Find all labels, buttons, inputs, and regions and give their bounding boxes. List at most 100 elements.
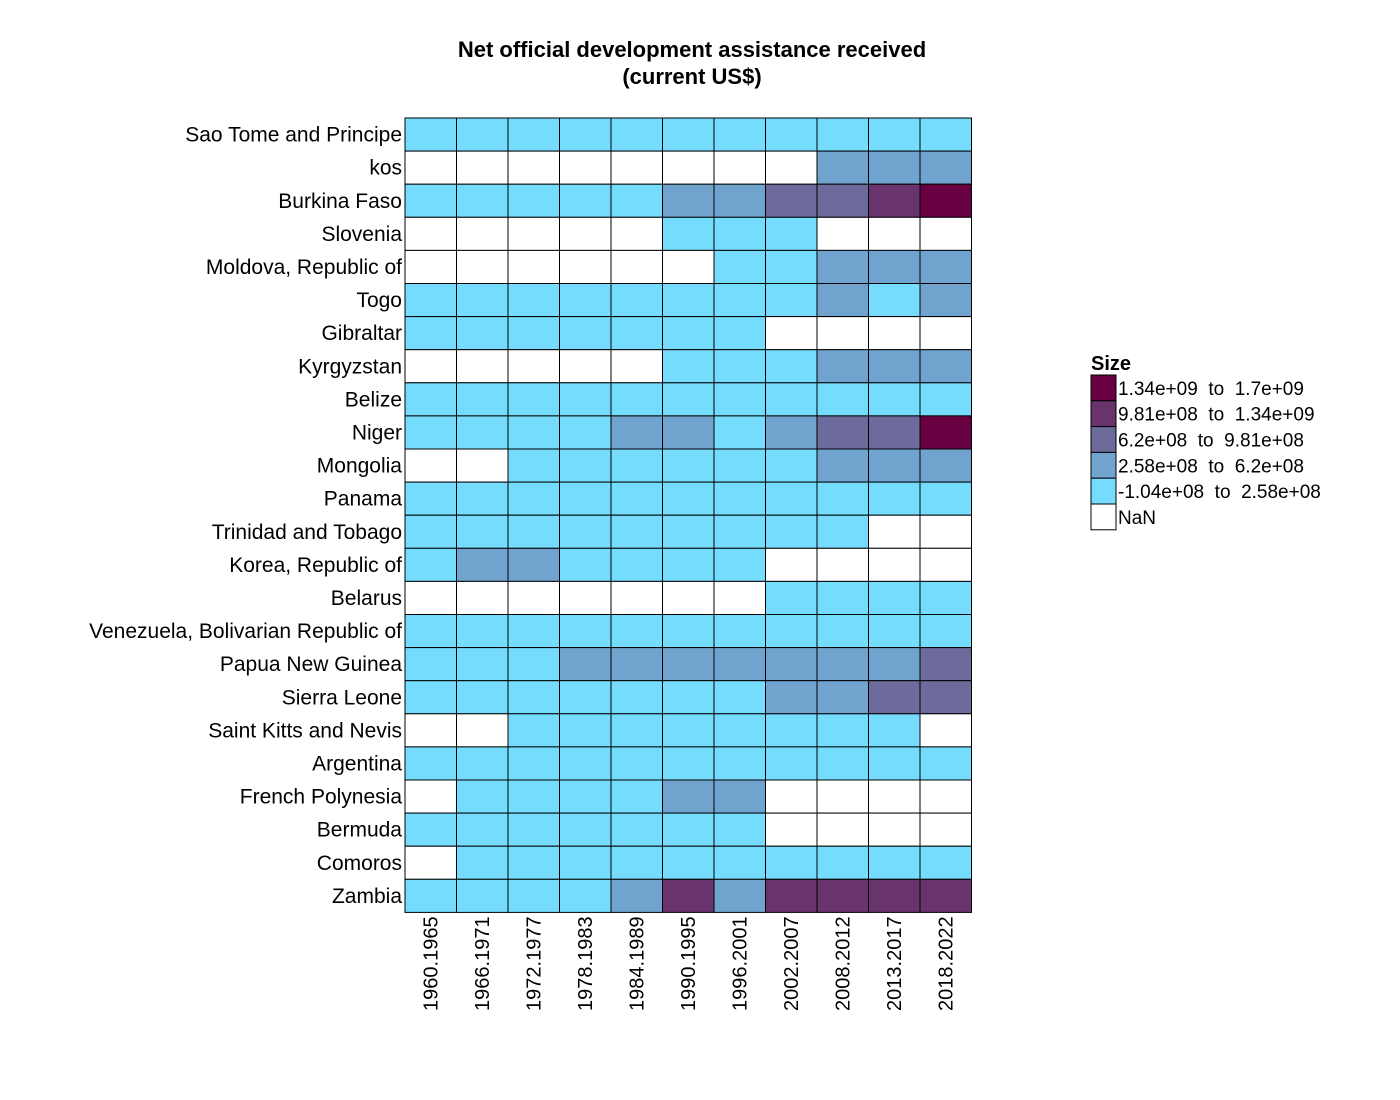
heatmap-cell	[816, 878, 869, 913]
heatmap-cell	[765, 812, 818, 847]
heatmap-cell	[816, 647, 869, 682]
row-label: Kyrgyzstan	[298, 355, 402, 378]
chart-title: Net official development assistance rece…	[458, 37, 926, 89]
heatmap-cell	[816, 713, 869, 748]
legend-swatch	[1090, 477, 1117, 505]
heatmap-cell	[610, 448, 663, 483]
heatmap-cell	[919, 415, 972, 450]
heatmap-cell	[816, 547, 869, 582]
heatmap-cell	[456, 779, 509, 814]
legend-swatch	[1090, 426, 1117, 453]
heatmap-cell	[404, 283, 457, 318]
heatmap-cell	[765, 647, 818, 682]
heatmap-cell	[816, 779, 869, 814]
heatmap-cell	[559, 150, 612, 185]
heatmap-cell	[456, 349, 509, 384]
heatmap-cell	[559, 779, 612, 814]
heatmap-cell	[713, 415, 766, 450]
heatmap-cell	[765, 117, 818, 152]
heatmap-cell	[404, 580, 457, 616]
heatmap-cell	[507, 117, 560, 152]
heatmap-cell	[456, 580, 509, 616]
heatmap-cell	[456, 680, 509, 715]
heatmap-cell	[765, 216, 818, 251]
heatmap-cell	[662, 249, 715, 284]
heatmap-cell	[610, 779, 663, 814]
heatmap-cell	[610, 216, 663, 251]
heatmap-cell	[919, 746, 972, 781]
heatmap-cell	[713, 746, 766, 781]
heatmap-cell	[765, 382, 818, 417]
heatmap-cell	[507, 382, 560, 417]
heatmap-cell	[662, 812, 715, 847]
heatmap-cell	[868, 779, 921, 814]
heatmap-cell	[713, 216, 766, 251]
heatmap-cell	[816, 183, 869, 218]
heatmap-cell	[662, 779, 715, 814]
heatmap-cell	[559, 614, 612, 649]
heatmap-cell	[610, 580, 663, 616]
heatmap-cell	[507, 481, 560, 516]
heatmap-cell	[816, 117, 869, 152]
heatmap-cell	[765, 580, 818, 616]
row-label: Slovenia	[321, 223, 402, 246]
heatmap-cell	[765, 481, 818, 516]
heatmap-cell	[507, 183, 560, 218]
legend-label: -1.04e+08 to 2.58e+08	[1118, 482, 1321, 503]
heatmap-cell	[765, 316, 818, 351]
heatmap-cell	[868, 382, 921, 417]
heatmap-cell	[610, 415, 663, 450]
row-label: Mongolia	[317, 455, 403, 478]
heatmap-cell	[713, 812, 766, 847]
heatmap-cell	[559, 183, 612, 218]
heatmap-cell	[816, 316, 869, 351]
heatmap-cell	[507, 845, 560, 880]
heatmap-cell	[662, 349, 715, 384]
column-label: 2018.2022	[936, 916, 958, 1011]
heatmap-cell	[765, 183, 818, 218]
heatmap-cell	[404, 117, 457, 152]
heatmap-cell	[507, 713, 560, 748]
column-label: 1984.1989	[627, 916, 649, 1011]
heatmap-cell	[765, 514, 818, 549]
heatmap-cell	[559, 283, 612, 318]
heatmap-cell	[816, 150, 869, 185]
heatmap-cell	[919, 216, 972, 251]
heatmap-cell	[559, 382, 612, 417]
heatmap-cell	[662, 382, 715, 417]
heatmap-cell	[456, 382, 509, 417]
heatmap-cell	[610, 249, 663, 284]
heatmap-cell	[559, 680, 612, 715]
heatmap-cell	[610, 878, 663, 913]
heatmap-cell	[662, 316, 715, 351]
row-label: Comoros	[317, 852, 402, 875]
heatmap-cell	[765, 249, 818, 284]
row-label: Saint Kitts and Nevis	[208, 719, 402, 742]
chart-title-line-1: Net official development assistance rece…	[458, 37, 926, 62]
heatmap-cell	[868, 614, 921, 649]
heatmap-cell	[919, 845, 972, 880]
heatmap-cell	[507, 547, 560, 582]
column-label: 2013.2017	[884, 916, 906, 1011]
heatmap-cell	[868, 448, 921, 483]
heatmap-cell	[610, 713, 663, 748]
heatmap-cell	[713, 878, 766, 913]
heatmap-cell	[559, 481, 612, 516]
heatmap-cell	[868, 283, 921, 318]
heatmap-cell	[507, 680, 560, 715]
heatmap-cell	[713, 779, 766, 814]
legend: Size 1.34e+09 to 1.7e+09 9.81e+08 to 1.34…	[1090, 353, 1321, 531]
heatmap-cell	[404, 812, 457, 847]
heatmap-cell	[868, 812, 921, 847]
row-label: Argentina	[312, 752, 402, 775]
heatmap-cell	[507, 580, 560, 616]
heatmap-cell	[456, 812, 509, 847]
heatmap-cell	[713, 349, 766, 384]
heatmap-cell	[713, 713, 766, 748]
heatmap-cell	[404, 216, 457, 251]
heatmap-cell	[713, 316, 766, 351]
heatmap-cell	[662, 415, 715, 450]
row-label: Togo	[356, 289, 402, 312]
heatmap-cell	[919, 580, 972, 616]
heatmap-cell	[868, 845, 921, 880]
